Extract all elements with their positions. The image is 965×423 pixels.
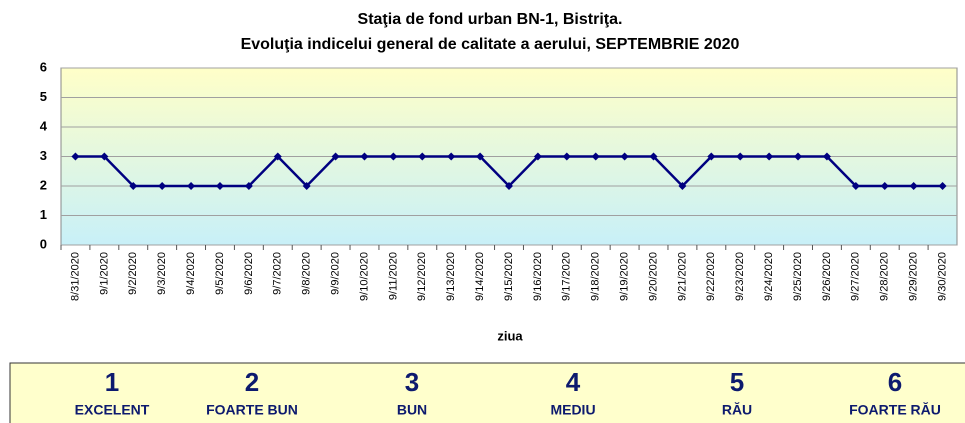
- scale-number: 5: [730, 367, 744, 397]
- data-point: [938, 182, 947, 190]
- data-point: [158, 182, 167, 190]
- x-tick-label: 9/15/2020: [503, 252, 515, 301]
- x-tick-label: 9/3/2020: [156, 252, 168, 295]
- y-tick-label: 5: [40, 89, 47, 104]
- data-point: [215, 182, 224, 190]
- x-tick-label: 9/13/2020: [445, 252, 457, 301]
- x-tick-label: 9/21/2020: [676, 252, 688, 301]
- x-tick-label: 9/14/2020: [474, 252, 486, 301]
- data-point: [302, 182, 311, 190]
- y-tick-label: 0: [40, 236, 47, 251]
- data-point: [649, 152, 658, 161]
- x-tick-label: 9/1/2020: [98, 252, 110, 295]
- scale-box: [9, 362, 965, 423]
- data-point: [765, 152, 774, 161]
- chart-subtitle: Evoluţia indicelui general de calitate a…: [241, 36, 740, 53]
- data-point: [476, 152, 485, 161]
- y-tick-label: 6: [40, 59, 47, 74]
- y-tick-label: 1: [40, 207, 47, 222]
- data-point: [880, 182, 889, 190]
- data-point: [389, 152, 398, 161]
- data-point: [794, 152, 803, 161]
- scale-label: FOARTE BUN: [206, 402, 298, 418]
- data-point: [736, 152, 745, 161]
- x-tick-label: 8/31/2020: [69, 252, 81, 301]
- data-point: [909, 182, 918, 190]
- scale-label: BUN: [397, 402, 427, 418]
- data-point: [822, 152, 831, 161]
- data-point: [851, 182, 860, 190]
- x-tick-label: 9/12/2020: [416, 252, 428, 301]
- x-tick-label: 9/28/2020: [879, 252, 891, 301]
- data-point: [505, 182, 513, 190]
- data-point: [331, 152, 340, 161]
- chart-title: Staţia de fond urban BN-1, Bistriţa.: [358, 11, 623, 28]
- data-point: [678, 182, 687, 190]
- x-tick-label: 9/30/2020: [936, 252, 948, 301]
- x-tick-label: 9/17/2020: [561, 252, 573, 301]
- data-point: [129, 182, 138, 190]
- data-point: [360, 152, 369, 161]
- x-tick-label: 9/19/2020: [619, 252, 631, 301]
- x-tick-label: 9/29/2020: [908, 252, 920, 301]
- scale-number: 3: [405, 367, 419, 397]
- x-tick-label: 9/18/2020: [590, 252, 602, 301]
- data-point: [620, 152, 629, 161]
- scale-label: FOARTE RĂU: [849, 402, 941, 418]
- data-point: [533, 152, 542, 161]
- scale-number: 2: [245, 367, 259, 397]
- data-point: [591, 152, 600, 161]
- x-tick-label: 9/6/2020: [243, 252, 255, 295]
- data-point: [100, 152, 109, 161]
- scale-number: 6: [888, 367, 902, 397]
- data-point: [187, 182, 196, 190]
- scale-label: RĂU: [722, 402, 752, 418]
- x-tick-label: 9/4/2020: [185, 252, 197, 295]
- data-point: [707, 152, 716, 161]
- x-tick-label: 9/25/2020: [792, 252, 804, 301]
- x-tick-label: 9/27/2020: [850, 252, 862, 301]
- x-tick-label: 9/8/2020: [301, 252, 313, 295]
- x-tick-label: 9/11/2020: [387, 252, 399, 300]
- x-tick-label: 9/5/2020: [214, 252, 226, 295]
- scale-label: MEDIU: [550, 402, 595, 418]
- x-tick-label: 9/9/2020: [329, 252, 341, 295]
- x-tick-label: 9/7/2020: [272, 252, 284, 295]
- y-tick-label: 4: [40, 118, 48, 133]
- x-tick-label: 9/22/2020: [705, 252, 717, 301]
- x-tick-label: 9/16/2020: [532, 252, 544, 301]
- y-tick-label: 3: [40, 148, 47, 163]
- scale-number: 4: [566, 367, 581, 397]
- scale-number: 1: [105, 367, 119, 397]
- x-tick-label: 9/23/2020: [734, 252, 746, 301]
- data-point: [244, 182, 253, 190]
- x-tick-label: 9/10/2020: [358, 252, 370, 301]
- x-axis-label: ziua: [497, 328, 523, 343]
- data-point: [447, 152, 456, 161]
- y-tick-label: 2: [40, 177, 47, 192]
- data-point: [562, 152, 571, 161]
- x-tick-label: 9/20/2020: [647, 252, 659, 301]
- data-point: [418, 152, 427, 161]
- x-tick-label: 9/2/2020: [127, 252, 139, 295]
- x-tick-label: 9/26/2020: [821, 252, 833, 301]
- x-tick-label: 9/24/2020: [763, 252, 775, 301]
- scale-label: EXCELENT: [75, 402, 150, 418]
- data-point: [71, 152, 80, 161]
- data-point: [273, 152, 282, 161]
